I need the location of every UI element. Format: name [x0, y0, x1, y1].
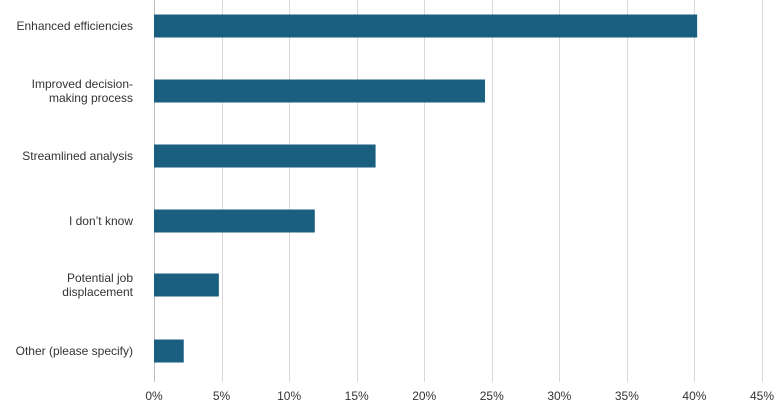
x-tick-label: 35%	[615, 389, 639, 403]
x-tick-label: 20%	[412, 389, 436, 403]
bar-5	[154, 339, 184, 363]
gridlines	[154, 0, 763, 382]
category-label: Other (please specify)	[16, 344, 133, 358]
x-tick-label: 30%	[547, 389, 571, 403]
bars	[154, 14, 698, 363]
x-tick-label: 5%	[213, 389, 231, 403]
x-axis-tick-labels: 0% 5% 10% 15% 20% 25% 30% 35% 40% 45%	[145, 389, 774, 403]
x-tick-label: 10%	[277, 389, 301, 403]
bar-3	[154, 209, 315, 233]
x-tick-label: 15%	[345, 389, 369, 403]
x-tick-label: 45%	[750, 389, 774, 403]
category-label: Streamlined analysis	[22, 149, 133, 163]
category-label: Improved decision-making process	[32, 77, 133, 105]
x-tick-label: 25%	[480, 389, 504, 403]
bar-1	[154, 79, 486, 103]
bar-2	[154, 144, 376, 168]
category-label: I don’t know	[69, 214, 133, 228]
bar-0	[154, 14, 698, 38]
x-tick-label: 0%	[145, 389, 163, 403]
category-labels: Enhanced efficiencies Improved decision-m…	[16, 19, 134, 358]
bar-4	[154, 273, 219, 297]
x-tick-label: 40%	[682, 389, 706, 403]
category-label: Potential job displacement	[62, 271, 133, 299]
category-label: Enhanced efficiencies	[16, 19, 133, 33]
